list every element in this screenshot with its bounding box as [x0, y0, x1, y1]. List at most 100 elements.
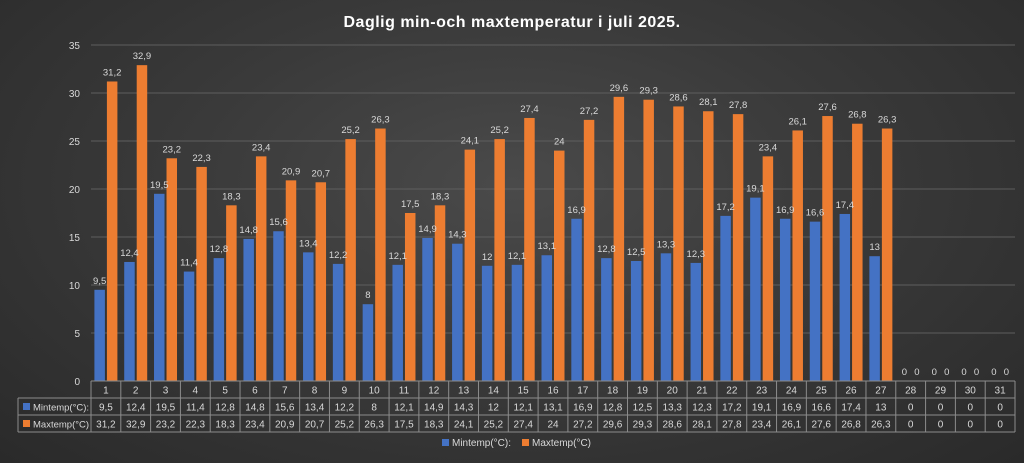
max-bar: [166, 158, 178, 381]
max-bar: [136, 65, 148, 381]
min-data-label: 12,5: [627, 247, 646, 258]
x-tick-label: 23: [756, 386, 768, 397]
table-cell: 19,5: [156, 403, 176, 414]
min-data-label: 12: [482, 252, 493, 263]
min-data-label: 19,1: [746, 184, 765, 195]
max-bar: [822, 116, 833, 381]
table-cell: 0: [997, 403, 1003, 414]
table-cell: 26,8: [841, 420, 861, 431]
x-tick-label: 24: [786, 386, 798, 397]
table-series-name: Mintemp(°C):: [33, 403, 89, 414]
table-cell: 0: [968, 420, 974, 431]
x-tick-label: 11: [399, 386, 410, 397]
table-cell: 26,3: [364, 420, 384, 431]
table-cell: 14,3: [454, 403, 474, 414]
max-data-label: 26,1: [788, 116, 807, 127]
table-cell: 23,4: [245, 420, 265, 431]
table-cell: 25,2: [335, 420, 355, 431]
max-bar: [703, 111, 714, 382]
min-bar: [392, 264, 403, 381]
max-data-label: 18,3: [431, 191, 450, 202]
x-tick-label: 22: [726, 386, 738, 397]
table-cell: 0: [908, 420, 914, 431]
table-cell: 17,2: [722, 403, 742, 414]
min-data-label: 12,3: [687, 249, 706, 260]
table-cell: 32,9: [126, 420, 146, 431]
chart-title: Daglig min-och maxtemperatur i juli 2025…: [343, 14, 680, 31]
table-cell: 12,2: [335, 403, 355, 414]
max-bar: [404, 213, 416, 381]
y-tick-label: 20: [69, 185, 81, 196]
max-bar: [375, 128, 386, 381]
table-cell: 9,5: [99, 403, 113, 414]
table-cell: 0: [997, 420, 1003, 431]
max-data-label: 26,3: [878, 115, 897, 126]
table-cell: 29,6: [603, 420, 623, 431]
table-cell: 20,9: [275, 420, 295, 431]
max-data-label: 27,2: [580, 106, 599, 117]
x-tick-label: 31: [995, 386, 1007, 397]
max-data-label: 23,2: [163, 144, 182, 155]
legend-label: Maxtemp(°C): [532, 438, 591, 449]
max-data-label: 25,2: [341, 125, 360, 136]
max-bar: [881, 128, 893, 381]
min-bar: [511, 264, 523, 381]
max-data-label: 24: [554, 137, 565, 148]
x-tick-label: 6: [252, 386, 258, 397]
min-data-label: 12,1: [388, 251, 407, 262]
table-cell: 31,2: [96, 420, 116, 431]
table-cell: 13,1: [543, 403, 563, 414]
max-data-label: 18,3: [222, 191, 241, 202]
max-data-label: 32,9: [133, 51, 152, 62]
table-cell: 8: [371, 403, 377, 414]
min-data-label: 9,5: [93, 276, 106, 287]
x-tick-label: 16: [547, 386, 559, 397]
table-cell: 26,1: [782, 420, 802, 431]
max-bar: [524, 117, 535, 382]
bars: [94, 65, 893, 382]
max-data-label: 26,8: [848, 110, 867, 121]
max-bar: [852, 123, 863, 381]
x-tick-label: 12: [428, 386, 440, 397]
min-data-label: 17,4: [836, 200, 855, 211]
x-tick-label: 30: [965, 386, 977, 397]
min-bar: [601, 258, 612, 381]
table-cell: 14,8: [245, 403, 265, 414]
min-data-label: 0: [902, 367, 907, 378]
x-tick-label: 5: [222, 386, 228, 397]
max-data-label: 27,4: [520, 104, 539, 115]
max-data-label: 25,2: [490, 125, 509, 136]
table-cell: 27,8: [722, 420, 742, 431]
table-cell: 12,4: [126, 403, 146, 414]
x-tick-label: 20: [667, 386, 679, 397]
min-bar: [362, 304, 374, 381]
max-bar: [434, 205, 446, 381]
table-cell: 28,6: [662, 420, 682, 431]
table-cell: 12,8: [215, 403, 235, 414]
max-bar: [673, 106, 684, 381]
min-data-label: 12,2: [329, 250, 348, 261]
x-tick-label: 3: [163, 386, 169, 397]
y-tick-label: 10: [69, 281, 81, 292]
max-data-label: 27,8: [729, 100, 748, 111]
data-labels: 9,5 12,4 19,5 11,4 12,8 14,8 15,6 13,4 12,2 8 12,1…: [93, 51, 1009, 378]
min-data-label: 19,5: [150, 180, 169, 191]
table-cell: 17,4: [841, 403, 861, 414]
table-cell: 18,3: [424, 420, 444, 431]
max-data-label: 0: [944, 367, 949, 378]
table-cell: 27,2: [573, 420, 593, 431]
min-data-label: 13,3: [657, 239, 676, 250]
min-bar: [213, 258, 225, 381]
table-cell: 25,2: [484, 420, 504, 431]
max-bar: [106, 81, 118, 381]
max-bar: [285, 180, 297, 381]
y-tick-label: 0: [74, 377, 80, 388]
x-tick-label: 27: [875, 386, 887, 397]
min-bar: [541, 255, 552, 381]
max-data-label: 20,7: [312, 168, 331, 179]
max-data-label: 31,2: [103, 67, 122, 78]
x-tick-label: 28: [905, 386, 917, 397]
x-tick-label: 2: [133, 386, 139, 397]
table-legend-key: [23, 420, 30, 427]
